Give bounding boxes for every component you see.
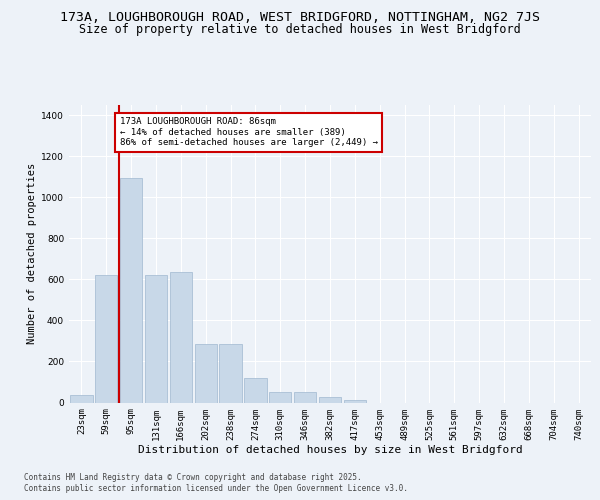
- Bar: [194, 344, 217, 403]
- Bar: [170, 272, 192, 402]
- Bar: [120, 178, 142, 402]
- Bar: [95, 275, 118, 402]
- Text: 173A LOUGHBOROUGH ROAD: 86sqm
← 14% of detached houses are smaller (389)
86% of : 173A LOUGHBOROUGH ROAD: 86sqm ← 14% of d…: [120, 118, 378, 147]
- Bar: [70, 396, 92, 402]
- Bar: [269, 392, 292, 402]
- Bar: [145, 275, 167, 402]
- Text: Size of property relative to detached houses in West Bridgford: Size of property relative to detached ho…: [79, 22, 521, 36]
- Bar: [220, 344, 242, 403]
- Bar: [344, 400, 366, 402]
- Bar: [294, 392, 316, 402]
- Bar: [244, 378, 266, 402]
- Text: Contains public sector information licensed under the Open Government Licence v3: Contains public sector information licen…: [24, 484, 408, 493]
- Text: Contains HM Land Registry data © Crown copyright and database right 2025.: Contains HM Land Registry data © Crown c…: [24, 472, 362, 482]
- Text: 173A, LOUGHBOROUGH ROAD, WEST BRIDGFORD, NOTTINGHAM, NG2 7JS: 173A, LOUGHBOROUGH ROAD, WEST BRIDGFORD,…: [60, 11, 540, 24]
- Y-axis label: Number of detached properties: Number of detached properties: [27, 163, 37, 344]
- Bar: [319, 398, 341, 402]
- X-axis label: Distribution of detached houses by size in West Bridgford: Distribution of detached houses by size …: [137, 445, 523, 455]
